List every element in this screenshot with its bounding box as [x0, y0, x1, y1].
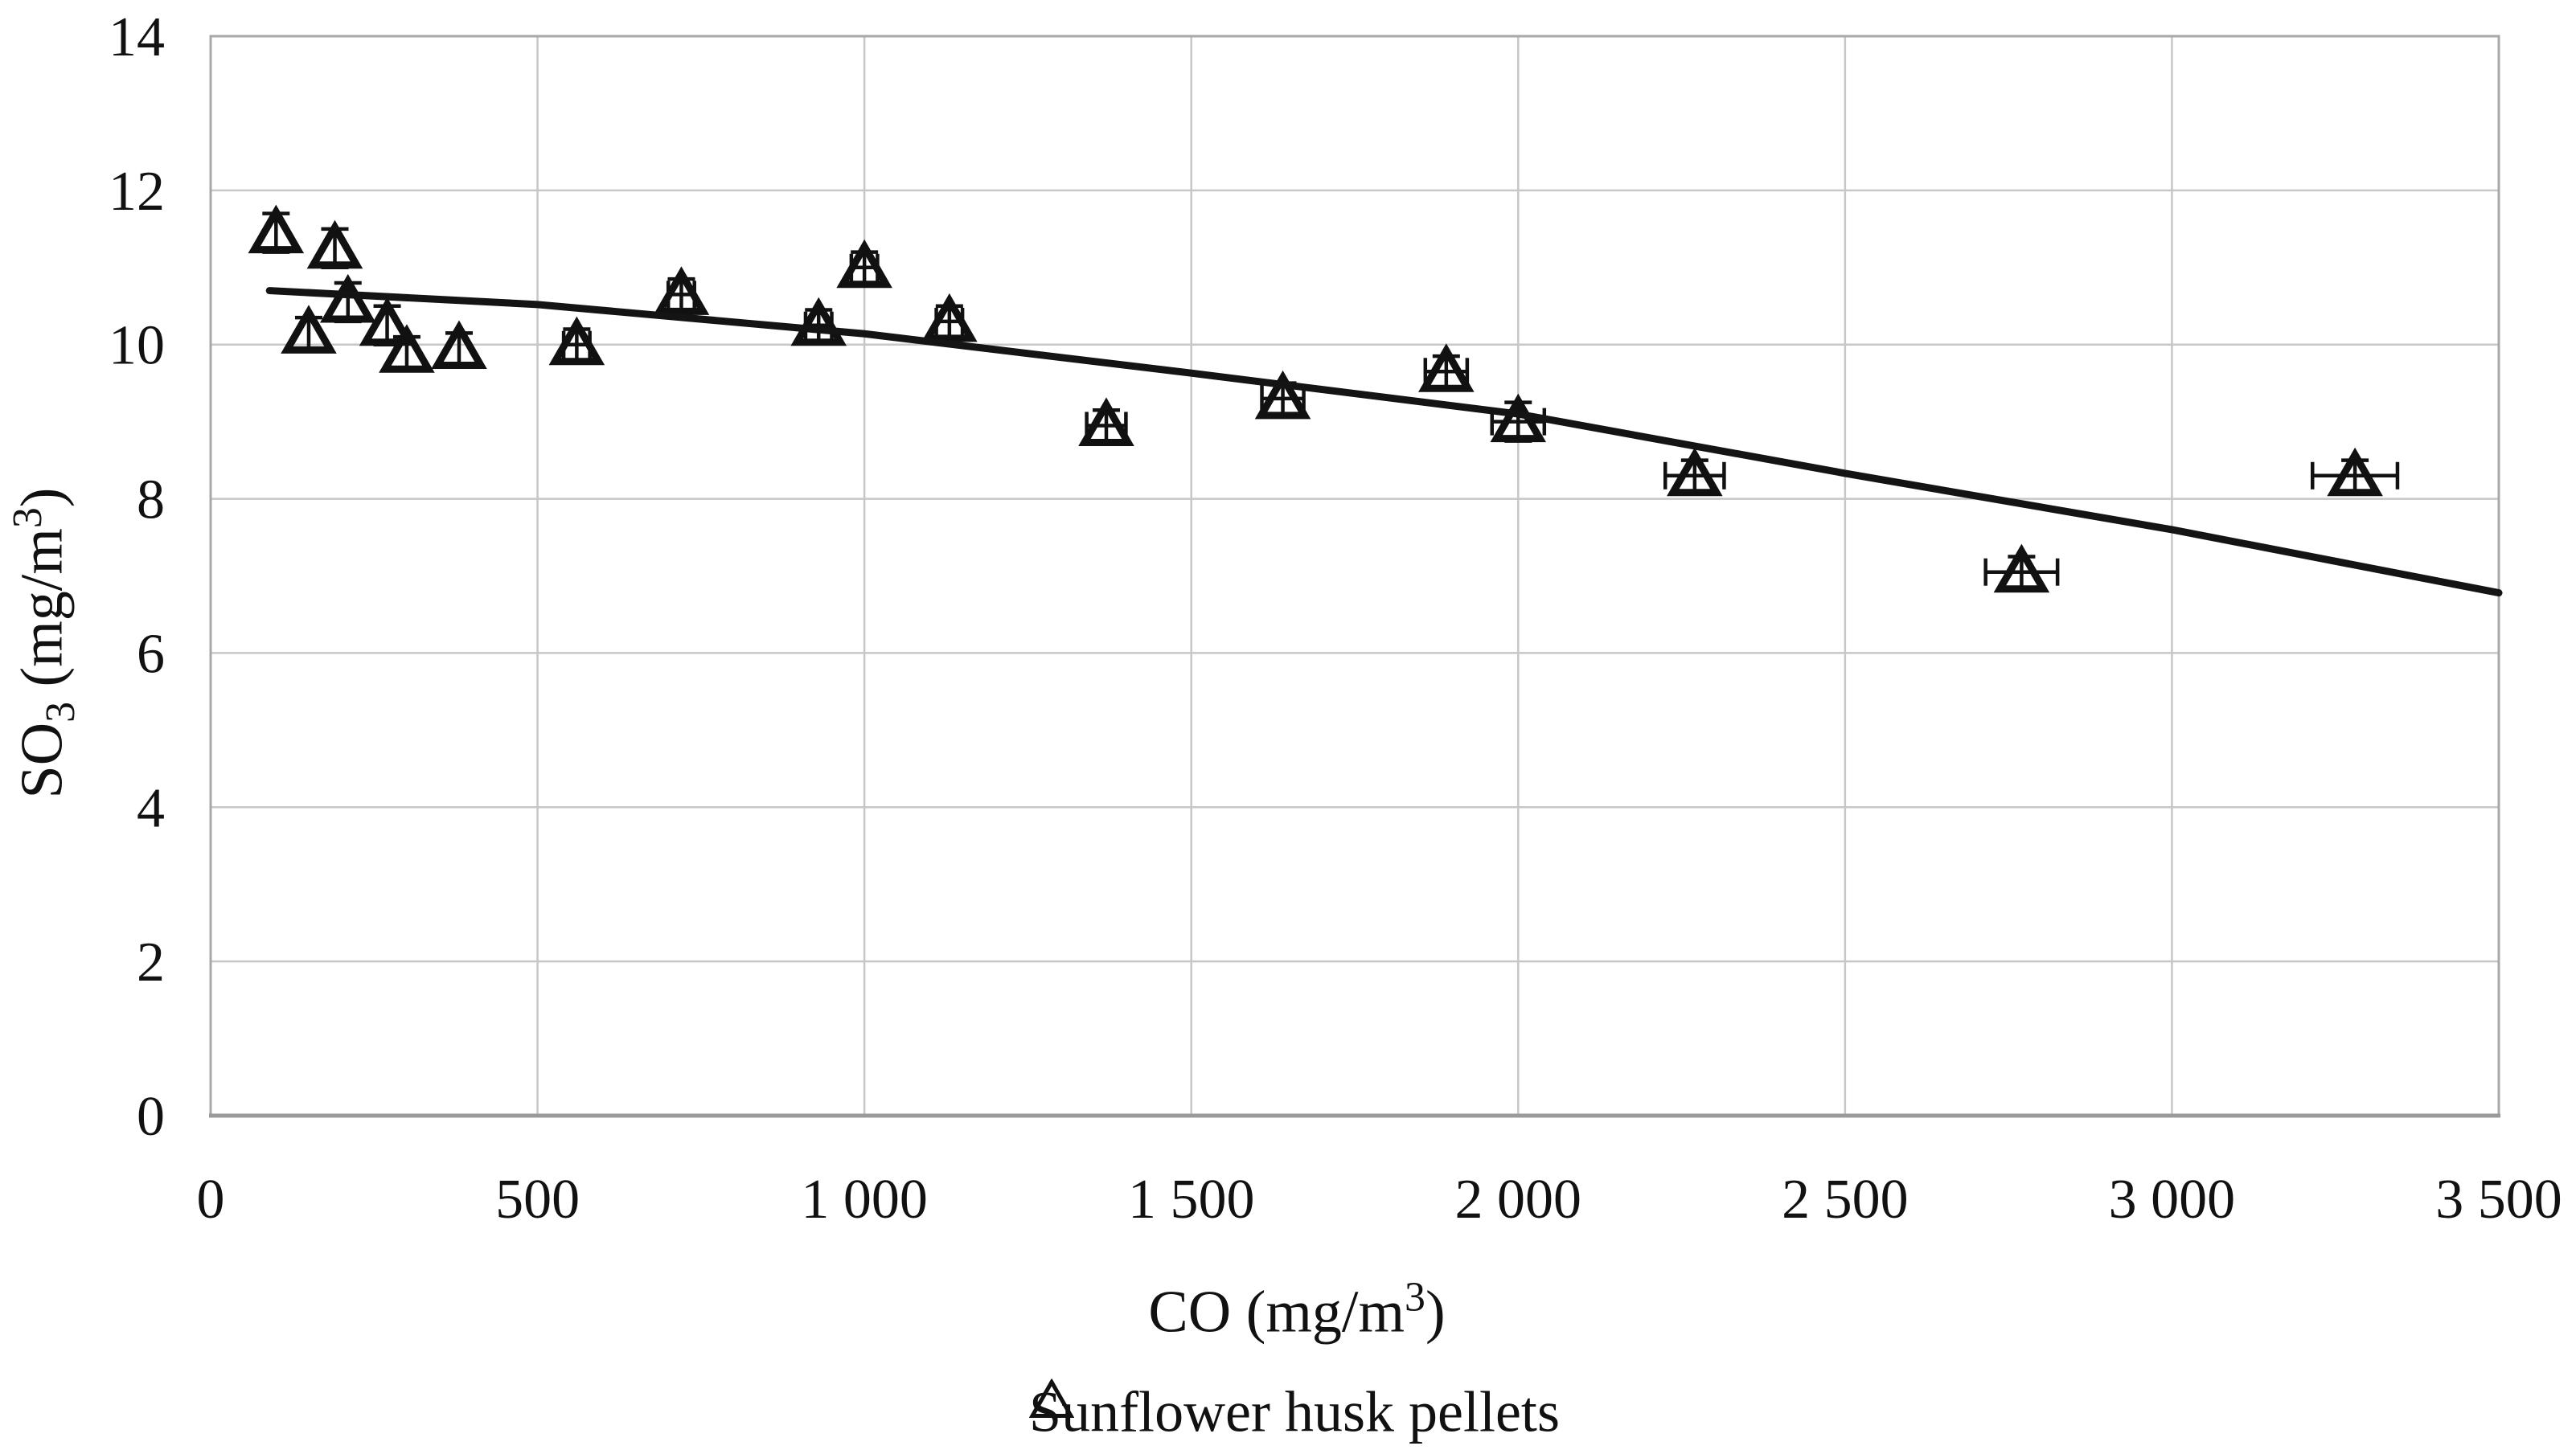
- data-point-marker: [1254, 370, 1311, 420]
- y-axis-title-text: SO: [9, 722, 76, 799]
- data-point-marker: [1993, 543, 2050, 593]
- data-point-marker: [306, 219, 363, 269]
- y-tick-label-0: 0: [137, 1086, 165, 1148]
- legend: Sunflower husk pellets: [1029, 1378, 1560, 1446]
- y-axis-title-superscript: 3: [4, 507, 51, 529]
- data-point-marker: [1490, 393, 1547, 443]
- y-tick-label-14: 14: [109, 6, 165, 68]
- y-tick-label-12: 12: [109, 161, 165, 223]
- data-point-marker: [1667, 447, 1723, 497]
- y-axis-title: SO3 (mg/m3): [4, 488, 84, 799]
- data-point-marker: [379, 324, 435, 373]
- data-point-marker: [1418, 343, 1475, 392]
- x-tick-label-1500: 1 500: [1128, 1169, 1255, 1231]
- legend-label: Sunflower husk pellets: [1029, 1379, 1560, 1444]
- y-tick-label-8: 8: [137, 469, 165, 531]
- y-tick-label-2: 2: [137, 932, 165, 993]
- x-axis-title-close: ): [1425, 1279, 1446, 1346]
- x-tick-label-3000: 3 000: [2109, 1169, 2236, 1231]
- y-tick-label-10: 10: [109, 315, 165, 377]
- x-tick-label-2500: 2 500: [1782, 1169, 1909, 1231]
- data-point-marker: [431, 320, 487, 370]
- data-point-marker: [548, 316, 605, 366]
- y-tick-label-6: 6: [137, 623, 165, 685]
- plot-border: [209, 35, 2500, 1117]
- data-point-marker: [653, 266, 710, 315]
- triangle-marker-icon: [1029, 1378, 1075, 1418]
- x-tick-label-2000: 2 000: [1455, 1169, 1582, 1231]
- data-point-marker: [836, 239, 892, 289]
- x-axis-title-superscript: 3: [1405, 1274, 1425, 1321]
- data-point-marker: [1078, 397, 1134, 446]
- x-axis-title-text: CO (mg/m: [1148, 1279, 1405, 1346]
- x-tick-label-0: 0: [197, 1169, 225, 1231]
- data-point-marker: [790, 297, 847, 346]
- x-tick-label-1000: 1 000: [801, 1169, 928, 1231]
- trend-line: [265, 287, 2503, 597]
- data-point-marker: [921, 293, 978, 342]
- data-point-marker: [319, 273, 376, 323]
- data-point-marker: [359, 297, 416, 346]
- x-tick-label-500: 500: [495, 1169, 580, 1231]
- data-point-marker: [248, 204, 305, 254]
- y-tick-label-4: 4: [137, 777, 165, 839]
- data-point-marker: [281, 305, 337, 354]
- y-axis-title-subscript: 3: [38, 701, 84, 723]
- y-axis-title-units: (mg/m: [9, 528, 76, 702]
- data-point-marker: [2327, 447, 2383, 497]
- x-axis-title: CO (mg/m3): [1148, 1274, 1445, 1347]
- y-axis-title-close: ): [9, 487, 76, 508]
- x-tick-label-3500: 3 500: [2435, 1169, 2562, 1231]
